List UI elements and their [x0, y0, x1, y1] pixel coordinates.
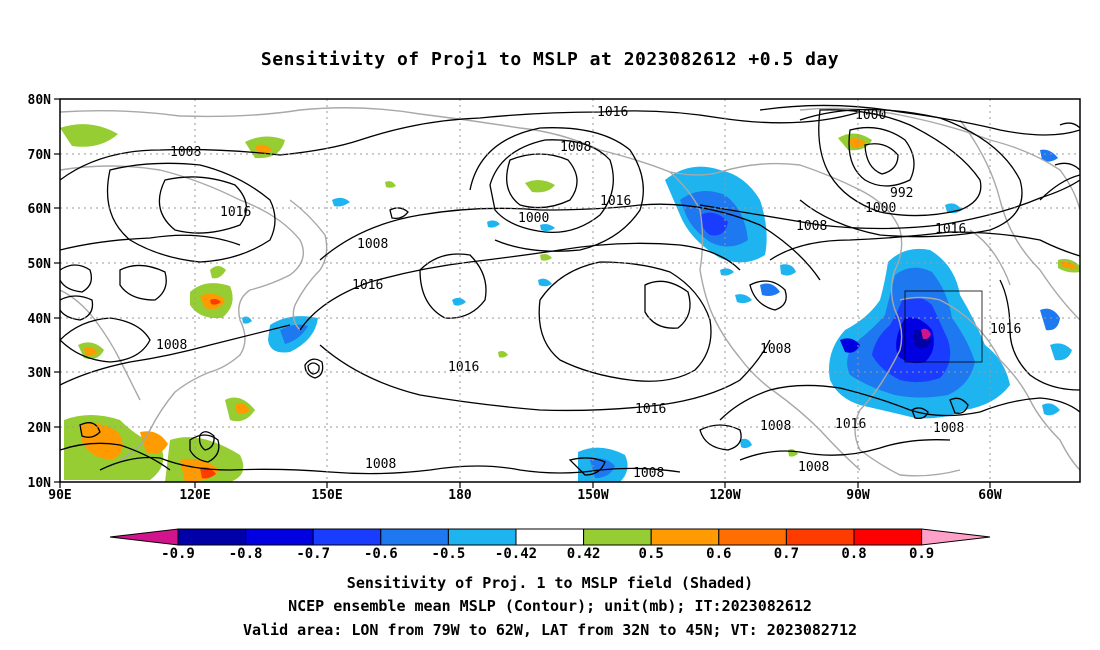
contour-label: 1016 — [835, 417, 866, 432]
tick-marks — [54, 98, 991, 488]
map-frame — [59, 98, 1081, 483]
lon-tick-label: 90W — [846, 488, 870, 503]
lat-tick-label: 20N — [28, 421, 52, 436]
contour-label: 1016 — [448, 360, 479, 375]
colorbar-label: -0.8 — [229, 546, 263, 562]
colorbar-swatch — [583, 528, 652, 546]
colorbar-label: -0.9 — [161, 546, 195, 562]
contour-label: 1008 — [798, 460, 829, 475]
colorbar-label: 0.8 — [841, 546, 866, 562]
colorbar-low-arrow — [109, 528, 179, 546]
lat-tick-label: 60N — [28, 202, 52, 217]
footer-line-shaded: Sensitivity of Proj. 1 to MSLP field (Sh… — [346, 574, 754, 592]
lat-tick-label: 40N — [28, 312, 52, 327]
lon-tick-label: 150E — [311, 488, 342, 503]
colorbar-label: -0.42 — [495, 546, 537, 562]
contour-label: 1008 — [796, 219, 827, 234]
contour-label: 1008 — [633, 466, 664, 481]
colorbar-swatch — [853, 528, 923, 546]
colorbar-swatch — [177, 528, 247, 546]
contour-label: 1000 — [865, 201, 896, 216]
lat-tick-label: 30N — [28, 366, 52, 381]
contour-label: 1016 — [600, 194, 631, 209]
colorbar-swatch — [718, 528, 787, 546]
contour-label: 1016 — [635, 402, 666, 417]
contour-label: 1016 — [597, 105, 628, 120]
colorbar-swatch — [380, 528, 449, 546]
colorbar-labels: -0.9 -0.8 -0.7 -0.6 -0.5 -0.42 0.42 0.5 … — [161, 546, 934, 562]
colorbar-label: -0.6 — [364, 546, 398, 562]
colorbar-label: -0.5 — [432, 546, 466, 562]
colorbar-label: -0.7 — [296, 546, 330, 562]
contour-label: 1000 — [855, 108, 886, 123]
colorbar-label: 0.42 — [567, 546, 601, 562]
gridlines — [60, 99, 1080, 482]
contour-label: 1008 — [357, 237, 388, 252]
lon-tick-label: 180 — [448, 488, 472, 503]
valid-area-box — [904, 290, 983, 363]
contour-label: 992 — [890, 186, 913, 201]
colorbar-swatch — [245, 528, 314, 546]
contour-label: 1008 — [933, 421, 964, 436]
lon-tick-label: 60W — [978, 488, 1002, 503]
footer-line-valid-area: Valid area: LON from 79W to 62W, LAT fro… — [242, 621, 858, 639]
coastlines — [60, 107, 1080, 477]
colorbar-label: 0.5 — [639, 546, 664, 562]
lon-tick-labels: 90E 120E 150E 180 150W 120W 90W 60W — [48, 488, 1002, 503]
contour-label: 1008 — [560, 140, 591, 155]
colorbar-high-arrow — [921, 528, 991, 546]
contour-label: 1016 — [990, 322, 1021, 337]
contour-label: 1016 — [352, 278, 383, 293]
lat-tick-label: 70N — [28, 148, 52, 163]
page-title: Sensitivity of Proj1 to MSLP at 20230826… — [260, 49, 840, 70]
lon-tick-label: 150W — [577, 488, 608, 503]
contour-label: 1008 — [170, 145, 201, 160]
footer-line-contour: NCEP ensemble mean MSLP (Contour); unit(… — [288, 597, 812, 615]
lat-tick-label: 50N — [28, 257, 52, 272]
contour-label: 1016 — [935, 222, 966, 237]
contour-labels: 1016 1008 1016 1008 1016 1008 1000 1016 … — [156, 105, 1021, 481]
lat-tick-labels: 80N 70N 60N 50N 40N 30N 20N 10N — [28, 93, 52, 491]
contour-label: 1008 — [365, 457, 396, 472]
colorbar-label: 0.6 — [706, 546, 731, 562]
colorbar — [109, 528, 991, 546]
lon-tick-label: 120W — [709, 488, 740, 503]
colorbar-label: 0.9 — [909, 546, 934, 562]
lat-tick-label: 10N — [28, 476, 52, 491]
mslp-contours — [60, 104, 1080, 476]
contour-label: 1000 — [518, 211, 549, 226]
lat-tick-label: 80N — [28, 93, 52, 108]
contour-label: 1016 — [220, 205, 251, 220]
contour-label: 1008 — [760, 342, 791, 357]
colorbar-label: 0.7 — [774, 546, 799, 562]
colorbar-swatch — [447, 528, 517, 546]
contour-label: 1008 — [156, 338, 187, 353]
colorbar-swatch — [785, 528, 855, 546]
colorbar-swatch — [312, 528, 382, 546]
colorbar-swatch — [515, 528, 585, 546]
colorbar-swatch — [650, 528, 720, 546]
lon-tick-label: 90E — [48, 488, 71, 503]
lon-tick-label: 120E — [179, 488, 210, 503]
shaded-sensitivity — [60, 124, 1080, 482]
